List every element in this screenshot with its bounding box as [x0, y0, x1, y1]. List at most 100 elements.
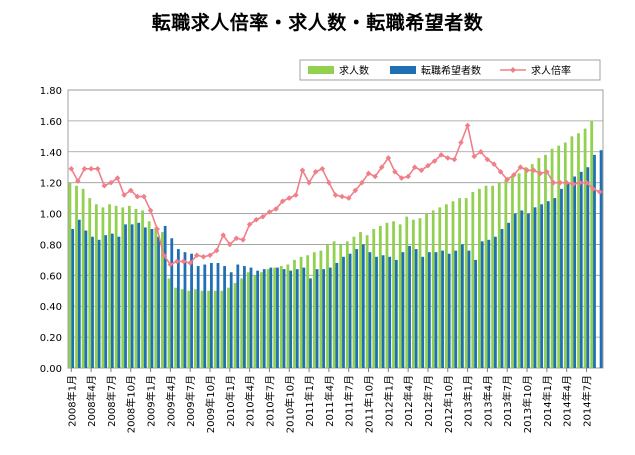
legend-swatch-marker	[510, 67, 516, 73]
bar-job-seekers	[355, 249, 359, 368]
bar-job-seekers	[124, 224, 127, 368]
y-tick-label: 0.20	[40, 333, 62, 344]
ratio-point	[563, 179, 570, 186]
bar-job-seekers	[216, 262, 220, 368]
x-tick-label: 2014年1月	[541, 375, 554, 427]
bar-job-seekers	[276, 267, 279, 368]
ratio-point	[293, 192, 299, 198]
bar-job-seekers	[434, 252, 438, 368]
bar-job-seekers	[520, 210, 524, 368]
x-tick-label: 2013年4月	[481, 375, 494, 427]
ratio-point	[524, 167, 530, 174]
ratio-point	[101, 182, 108, 189]
bar-job-openings	[563, 142, 567, 368]
y-tick-label: 0.40	[40, 302, 62, 313]
bar-job-seekers	[421, 256, 425, 368]
bar-job-seekers	[110, 233, 114, 368]
bar-job-openings	[471, 191, 475, 368]
ratio-point	[550, 179, 557, 186]
ratio-point	[458, 139, 464, 146]
legend-swatch	[390, 66, 416, 74]
bar-job-openings	[418, 218, 422, 368]
legend: 求人数 転職希望者数 求人倍率	[299, 59, 601, 81]
bar-job-openings	[306, 255, 310, 368]
bar-job-seekers	[335, 262, 339, 368]
x-tick-label: 2012年4月	[402, 375, 415, 427]
ratio-point	[583, 179, 590, 186]
ratio-point	[359, 179, 365, 186]
legend-swatch	[308, 66, 334, 74]
ratio-point	[187, 260, 193, 266]
x-tick-label: 2010年4月	[244, 375, 257, 427]
bar-job-openings	[425, 213, 428, 368]
ratio-point	[497, 169, 504, 175]
bar-job-openings	[273, 267, 277, 368]
x-tick-label: 2014年4月	[561, 375, 574, 427]
bar-job-openings	[570, 136, 574, 368]
ratio-point	[511, 172, 517, 178]
bar-job-openings	[550, 148, 554, 368]
ratio-point	[213, 247, 220, 254]
bar-job-openings	[180, 289, 184, 368]
bar-job-seekers	[566, 182, 570, 368]
legend-label: 求人倍率	[531, 64, 571, 77]
bar-job-seekers	[487, 239, 491, 368]
bar-job-openings	[134, 208, 138, 368]
bar-job-openings	[246, 272, 250, 368]
bar-job-seekers	[361, 244, 365, 368]
bar-job-seekers	[408, 245, 411, 368]
bar-job-seekers	[183, 252, 187, 368]
ratio-line	[68, 122, 603, 268]
ratio-point	[596, 189, 603, 195]
ratio-point	[227, 241, 233, 248]
bar-job-seekers	[210, 262, 213, 368]
x-tick-label: 2011年7月	[343, 375, 356, 427]
ratio-point	[398, 175, 405, 181]
ratio-point	[233, 235, 240, 242]
bar-job-openings	[530, 164, 534, 368]
ratio-point	[332, 192, 339, 198]
ratio-point	[81, 165, 88, 172]
bar-job-seekers	[262, 269, 266, 368]
ratio-point	[365, 170, 372, 177]
bar-job-seekers	[295, 269, 299, 368]
bar-job-openings	[372, 229, 376, 368]
bar-job-openings	[154, 227, 158, 368]
ratio-point	[134, 193, 141, 200]
bar-job-openings	[544, 154, 547, 368]
bar-job-openings	[431, 210, 435, 368]
bar-job-seekers	[77, 219, 81, 368]
bar-job-openings	[253, 275, 257, 368]
bar-job-seekers	[586, 167, 590, 368]
bar-job-seekers	[447, 253, 451, 368]
bar-job-openings	[491, 185, 495, 368]
bar-job-seekers	[328, 267, 332, 368]
bar-job-openings	[557, 145, 561, 368]
ratio-point	[484, 156, 491, 163]
bar-job-openings	[484, 185, 488, 368]
y-tick-label: 0.60	[40, 271, 62, 282]
ratio-point	[312, 169, 319, 175]
bar-job-seekers	[480, 241, 484, 368]
bar-job-openings	[167, 278, 171, 368]
chart-title: 転職求人倍率・求人数・転職希望者数	[151, 12, 484, 34]
bar-job-openings	[286, 264, 290, 368]
bar-job-seekers	[394, 259, 398, 368]
bar-job-openings	[94, 204, 98, 368]
bar-job-seekers	[527, 213, 530, 368]
y-tick-label: 1.40	[40, 148, 62, 159]
x-tick-label: 2009年1月	[145, 375, 158, 427]
ratio-point	[451, 156, 458, 163]
x-tick-label: 2010年1月	[224, 375, 237, 427]
bar-job-seekers	[427, 252, 431, 368]
bar-job-seekers	[460, 244, 464, 368]
ratio-point	[537, 170, 544, 177]
bar-job-openings	[445, 204, 448, 368]
bar-job-openings	[220, 290, 224, 368]
x-tick-label: 2008年10月	[125, 375, 138, 433]
bar-job-seekers	[348, 253, 352, 368]
bar-job-seekers	[513, 213, 517, 368]
ratio-point	[207, 252, 213, 259]
ratio-point	[306, 179, 312, 186]
